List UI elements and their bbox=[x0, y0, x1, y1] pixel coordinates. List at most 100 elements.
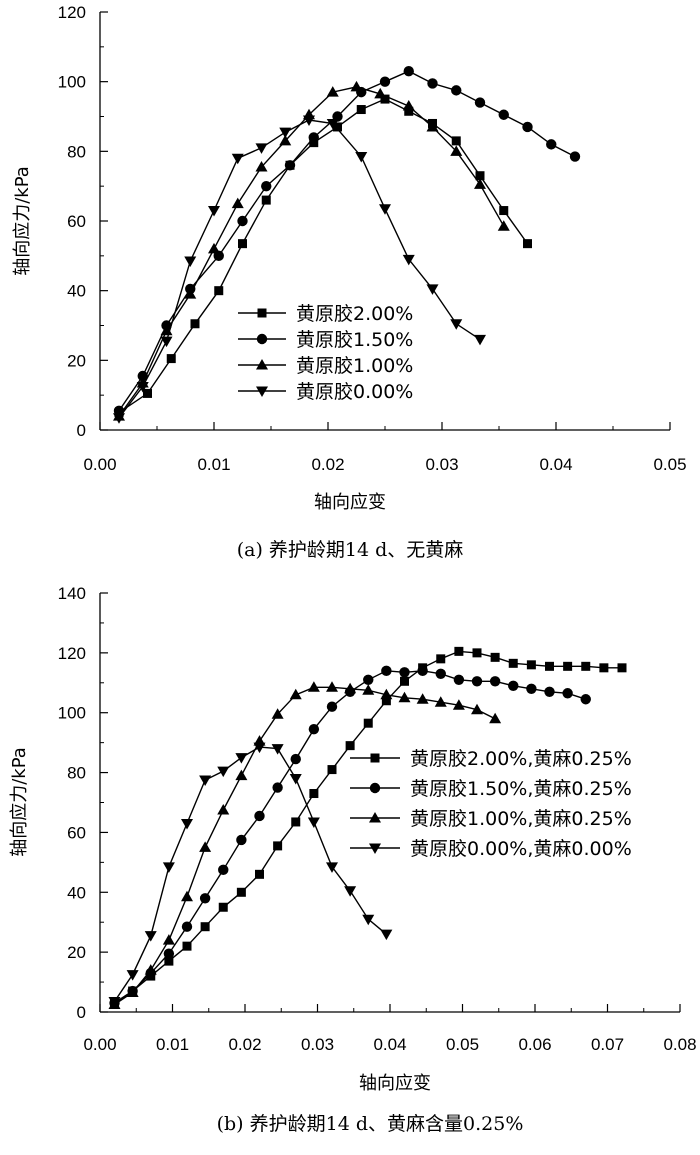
chart-a-data-point bbox=[214, 286, 224, 296]
chart-b-data-point bbox=[617, 663, 627, 673]
chart-b-data-point bbox=[199, 841, 212, 852]
chart-a-data-point bbox=[261, 180, 272, 192]
chart-a-data-point bbox=[208, 242, 220, 254]
chart-b-x-tick-label: 0.00 bbox=[83, 1035, 116, 1054]
chart-b-data-point bbox=[526, 660, 536, 670]
chart-a-data-point bbox=[326, 86, 339, 97]
chart-b-x-tick-label: 0.08 bbox=[663, 1035, 696, 1054]
chart-b-series-line bbox=[114, 686, 496, 1006]
chart-a-data-point bbox=[231, 153, 244, 165]
chart-a-data-point bbox=[403, 66, 414, 77]
chart-a-data-point bbox=[350, 80, 363, 92]
chart-a-data-point bbox=[237, 215, 248, 227]
chart-b-data-point bbox=[362, 684, 375, 695]
chart-a-data-point bbox=[474, 178, 486, 189]
chart-a-data-point bbox=[474, 97, 486, 108]
chart-b-data-point bbox=[144, 931, 157, 942]
chart-a-series-line bbox=[118, 98, 529, 414]
chart-b-svg: 0.00 0.01 0.02 0.03 0.04 0.05 0.06 0.07 0.08 0 20 4… bbox=[9, 584, 697, 1135]
chart-a-y-tick-label: 60 bbox=[67, 212, 86, 231]
chart-a-data-point bbox=[498, 109, 509, 120]
chart-b-data-point bbox=[380, 929, 393, 941]
chart-a-data-point bbox=[238, 239, 247, 249]
chart-a-data-point bbox=[255, 143, 268, 154]
chart-b-x-tick-label: 0.04 bbox=[373, 1035, 406, 1054]
chart-a-data-point bbox=[374, 87, 387, 99]
chart-b-data-point bbox=[435, 668, 446, 680]
chart-b-data-point bbox=[563, 661, 573, 671]
chart-a-data-point bbox=[255, 161, 268, 172]
chart-b-data-point bbox=[452, 699, 465, 710]
chart-a-legend-marker bbox=[257, 308, 267, 318]
chart-a-data-point bbox=[402, 100, 415, 111]
chart-b-series-2 bbox=[108, 681, 502, 1010]
chart-b-y-axis-title: 轴向应力/kPa bbox=[9, 747, 30, 857]
chart-a-data-point bbox=[569, 151, 581, 162]
chart-b-data-point bbox=[291, 817, 301, 827]
chart-a-data-point bbox=[499, 206, 509, 216]
chart-b-data-point bbox=[272, 782, 283, 793]
chart-b-data-point bbox=[508, 680, 519, 691]
chart-a-data-point bbox=[474, 334, 486, 346]
chart-a-data-point bbox=[523, 239, 532, 249]
chart-b-data-point bbox=[344, 682, 357, 694]
chart-a-data-point bbox=[522, 121, 533, 133]
chart-a-data-point bbox=[379, 204, 391, 215]
chart-b-data-point bbox=[273, 841, 283, 851]
chart-a-data-point bbox=[308, 132, 319, 143]
chart-b-legend-label: 黄原胶2.00%,黄麻0.25% bbox=[410, 748, 632, 770]
chart-b-data-point bbox=[218, 864, 229, 876]
chart-a-data-point bbox=[546, 139, 557, 150]
chart-b-data-point bbox=[326, 681, 338, 692]
chart-b-data-point bbox=[471, 703, 483, 715]
chart-a-data-point bbox=[355, 152, 368, 163]
chart-a-data-point bbox=[279, 127, 292, 139]
chart-a-data-point bbox=[326, 118, 339, 130]
chart-a-y-tick-label: 80 bbox=[67, 142, 86, 161]
chart-b-caption: (b) 养护龄期14 d、黄麻含量0.25% bbox=[217, 1113, 524, 1135]
chart-b-data-point bbox=[436, 654, 446, 664]
chart-b-data-point bbox=[307, 681, 320, 692]
chart-b-data-point bbox=[200, 922, 210, 932]
chart-a-data-point bbox=[450, 319, 463, 330]
chart-b-data-point bbox=[363, 674, 374, 685]
chart-b-data-point bbox=[380, 688, 393, 700]
chart-b-legend-marker bbox=[369, 843, 381, 854]
chart-b-legend-label: 黄原胶0.00%,黄麻0.00% bbox=[410, 838, 632, 860]
chart-a-svg: 0.00 0.01 0.02 0.03 0.04 0.05 0 20 40 60 80 100 120 轴… bbox=[12, 3, 687, 561]
chart-b-data-point bbox=[126, 970, 139, 981]
chart-a-data-point bbox=[309, 138, 319, 148]
chart-a-data-point bbox=[166, 354, 176, 364]
chart-a-data-point bbox=[143, 388, 152, 398]
chart-b-data-point bbox=[309, 789, 319, 799]
chart-b-data-point bbox=[326, 862, 338, 873]
chart-a-data-point bbox=[404, 106, 414, 116]
chart-a-x-tick-label: 0.04 bbox=[539, 455, 572, 474]
chart-b-y-tick-label: 0 bbox=[77, 1003, 86, 1022]
chart-a-data-point bbox=[427, 78, 438, 89]
chart-a-legend-label: 黄原胶1.00% bbox=[296, 355, 413, 377]
chart-b-data-point bbox=[545, 661, 554, 671]
chart-b-data-point bbox=[580, 694, 591, 705]
chart-b-series-line bbox=[113, 746, 387, 1002]
chart-a-data-point bbox=[284, 160, 296, 171]
chart-b-data-point bbox=[271, 708, 284, 719]
chart-a-x-axis-title: 轴向应变 bbox=[314, 492, 386, 513]
chart-a-data-point bbox=[333, 122, 342, 132]
chart-b-data-point bbox=[526, 683, 537, 694]
chart-b-data-point bbox=[544, 686, 555, 697]
chart-b-legend-label: 黄原胶1.00%,黄麻0.25% bbox=[410, 808, 632, 830]
chart-a-legend-marker bbox=[256, 333, 268, 345]
chart-b-x-tick-label: 0.05 bbox=[446, 1035, 479, 1054]
chart-b-data-point bbox=[162, 934, 175, 945]
chart-b-data-point bbox=[398, 691, 411, 703]
chart-a-data-point bbox=[261, 195, 271, 205]
chart-b-y-tick-label: 100 bbox=[58, 704, 86, 723]
chart-a-series-3 bbox=[113, 115, 486, 424]
chart-b-data-point bbox=[181, 818, 193, 830]
chart-b-legend: 黄原胶2.00%,黄麻0.25% 黄原胶1.50%,黄麻0.25% 黄原胶1.00%… bbox=[350, 748, 632, 860]
chart-a-y-tick-label: 20 bbox=[67, 351, 86, 370]
chart-a-caption: (a) 养护龄期14 d、无黄麻 bbox=[237, 539, 464, 561]
chart-a-y-tick-label: 40 bbox=[67, 282, 86, 301]
chart-a-data-point bbox=[184, 288, 197, 299]
